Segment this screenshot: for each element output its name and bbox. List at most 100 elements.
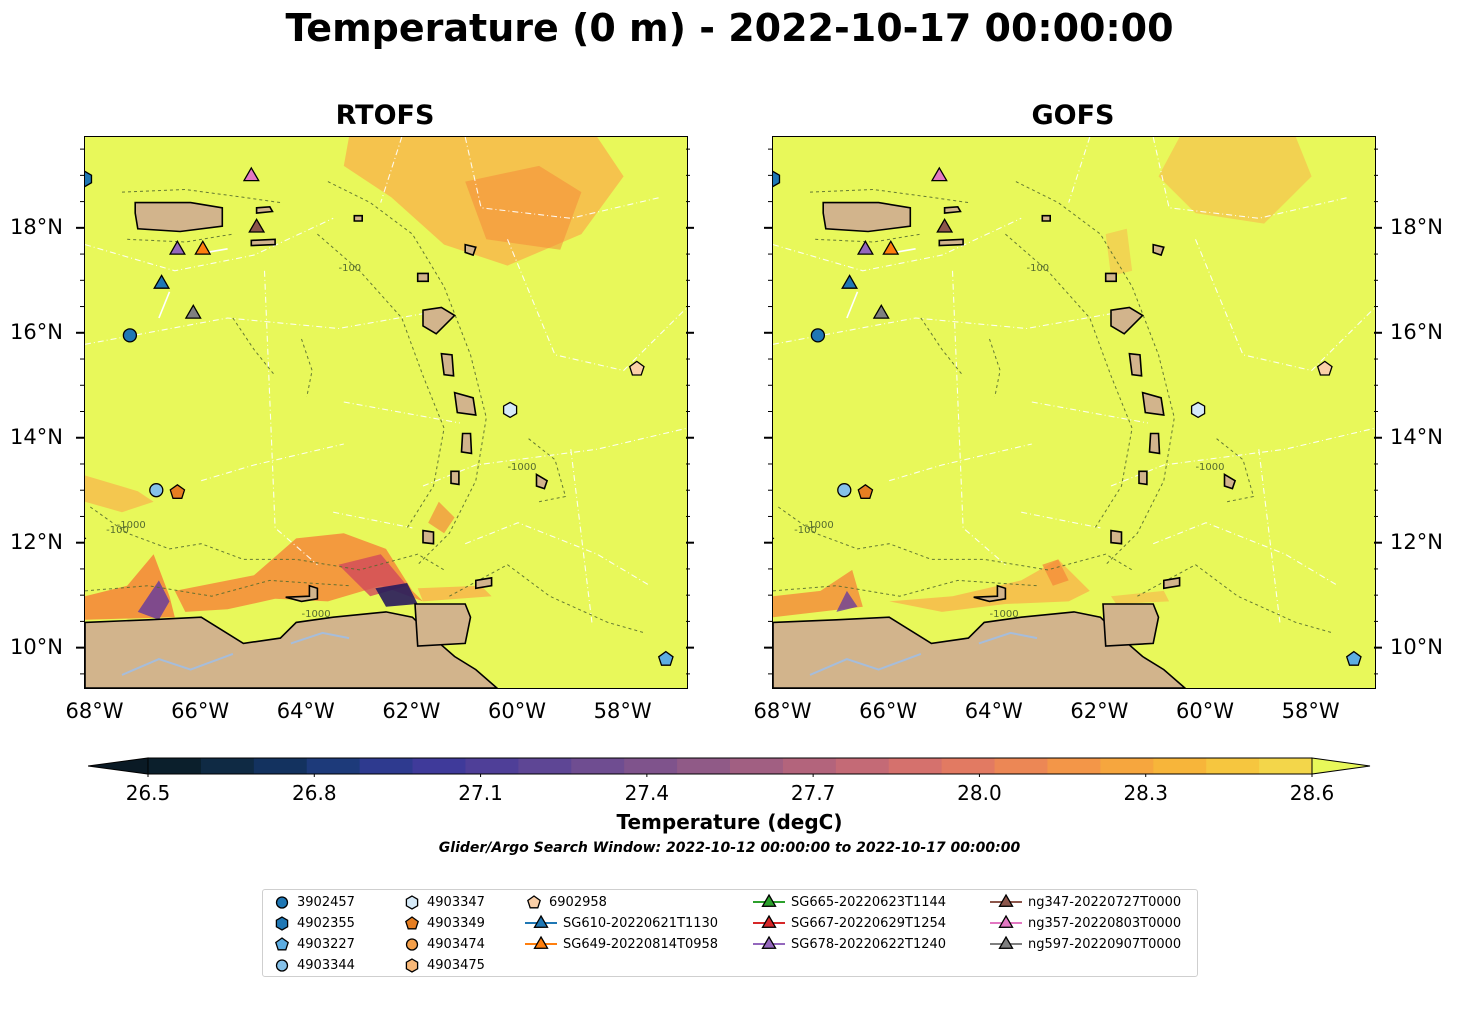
legend-item: ng347-20220727T0000 bbox=[990, 892, 1181, 912]
island bbox=[1148, 432, 1161, 455]
panel-title-rtofs: RTOFS bbox=[335, 100, 435, 131]
island bbox=[464, 243, 477, 257]
marker-SG649-20220814T0958 bbox=[882, 239, 900, 255]
legend-item: SG678-20220622T1240 bbox=[753, 934, 946, 954]
contour-label: -1000 bbox=[302, 609, 331, 620]
island bbox=[474, 576, 493, 590]
eez-boundary bbox=[773, 312, 1117, 345]
temperature-anomaly-area bbox=[85, 475, 154, 513]
contour-label: -100 bbox=[794, 525, 817, 536]
triangle-icon bbox=[990, 935, 1022, 949]
eez-boundary bbox=[1152, 137, 1349, 219]
triangle-icon bbox=[525, 935, 557, 949]
island bbox=[1141, 391, 1165, 417]
marker-ng347-20220727T0000 bbox=[248, 218, 266, 233]
eez-boundary bbox=[1068, 137, 1091, 203]
bathymetry-contour bbox=[1216, 438, 1255, 503]
triangle-icon bbox=[753, 893, 785, 907]
triangle-icon bbox=[753, 935, 785, 949]
island bbox=[1128, 352, 1143, 377]
contour-label: -1000 bbox=[805, 520, 834, 531]
circle-icon bbox=[275, 959, 289, 972]
glider-track bbox=[894, 248, 916, 254]
colorbar-extend-low bbox=[88, 757, 149, 775]
legend-label: SG667-20220629T1254 bbox=[791, 915, 947, 931]
eez-boundary bbox=[464, 137, 661, 219]
colorbar-tick-label: 27.1 bbox=[458, 781, 503, 805]
circle-icon bbox=[405, 938, 419, 951]
island bbox=[973, 584, 1007, 603]
legend-label: 4903344 bbox=[297, 957, 355, 973]
colorbar-tick-label: 28.0 bbox=[957, 781, 1002, 805]
island bbox=[943, 205, 962, 214]
eez-boundary bbox=[85, 217, 334, 272]
colorbar-segment bbox=[200, 758, 255, 774]
legend-item: 4903474 bbox=[403, 934, 485, 954]
bathymetry-contour bbox=[773, 579, 1038, 597]
contour-label: -1000 bbox=[117, 520, 146, 531]
marker-4903347 bbox=[502, 401, 518, 419]
legend-item: 3902457 bbox=[273, 892, 355, 912]
legend-label: 4902355 bbox=[297, 915, 355, 931]
temperature-anomaly-area bbox=[1158, 137, 1312, 224]
panel-title-gofs: GOFS bbox=[1031, 100, 1115, 131]
marker-ng597-20220907T0000 bbox=[872, 303, 890, 319]
eez-boundary bbox=[1152, 522, 1339, 587]
colorbar bbox=[88, 757, 1371, 777]
island bbox=[450, 470, 460, 486]
eez-boundary bbox=[201, 443, 344, 482]
legend-marker bbox=[405, 938, 419, 951]
legend-label: SG610-20220621T1130 bbox=[563, 915, 719, 931]
colorbar-segment bbox=[148, 758, 202, 774]
legend-marker bbox=[405, 958, 419, 973]
lon-label: 66°W bbox=[859, 699, 918, 723]
colorbar-title: Temperature (degC) bbox=[616, 810, 843, 834]
river-line bbox=[809, 652, 922, 676]
island bbox=[938, 238, 964, 247]
lon-label: 62°W bbox=[382, 699, 441, 723]
colorbar-segment bbox=[1153, 758, 1207, 774]
legend-label: ng597-20220907T0000 bbox=[1028, 936, 1182, 952]
bathymetry-contour bbox=[778, 506, 1133, 571]
legend-marker bbox=[275, 959, 289, 972]
gofs-map-canvas: -1000-1000-1000-100-100 bbox=[773, 137, 1375, 688]
marker-SG678-20220622T1240 bbox=[168, 239, 186, 255]
marker-4903347 bbox=[1190, 401, 1206, 419]
legend-marker bbox=[533, 935, 549, 949]
colorbar-outline bbox=[147, 757, 1313, 775]
pentagon-icon bbox=[275, 937, 289, 951]
marker-ng357-20220803T0000 bbox=[930, 166, 948, 182]
lat-label: 14°N bbox=[10, 424, 63, 449]
island bbox=[414, 603, 472, 647]
bathymetry-contour bbox=[528, 438, 567, 503]
legend-label: SG649-20220814T0958 bbox=[563, 936, 719, 952]
marker-4902355 bbox=[773, 170, 781, 188]
legend-marker bbox=[998, 914, 1014, 928]
colorbar-tick-label: 27.4 bbox=[624, 781, 670, 805]
temperature-anomaly-area bbox=[889, 559, 1090, 612]
legend-item: SG667-20220629T1254 bbox=[753, 913, 946, 933]
legend-item: 4903227 bbox=[273, 934, 355, 954]
island bbox=[460, 432, 473, 455]
legend-label: ng357-20220803T0000 bbox=[1028, 915, 1182, 931]
temperature-anomaly-area bbox=[428, 501, 455, 534]
legend-label: 4903475 bbox=[427, 957, 485, 973]
colorbar-segment bbox=[624, 758, 678, 774]
triangle-icon bbox=[990, 893, 1022, 907]
lon-label: 68°W bbox=[65, 699, 124, 723]
triangle-icon bbox=[753, 914, 785, 928]
colorbar-segment bbox=[994, 758, 1048, 774]
figure-title: Temperature (0 m) - 2022-10-17 00:00:00 bbox=[285, 6, 1174, 50]
legend-label: SG678-20220622T1240 bbox=[791, 936, 947, 952]
colorbar-segment bbox=[835, 758, 890, 774]
bathymetry-contour bbox=[449, 564, 645, 634]
marker-ng597-20220907T0000 bbox=[184, 303, 202, 319]
marker-4903227 bbox=[1345, 650, 1362, 666]
lat-label: 16°N bbox=[10, 319, 63, 344]
contour-label: -100 bbox=[1026, 263, 1049, 274]
marker-3902457 bbox=[810, 328, 826, 343]
colorbar-segment bbox=[465, 758, 519, 774]
marker-SG649-20220814T0958 bbox=[194, 239, 212, 255]
colorbar-tick-label: 26.5 bbox=[125, 781, 171, 805]
colorbar-segment bbox=[730, 758, 784, 774]
